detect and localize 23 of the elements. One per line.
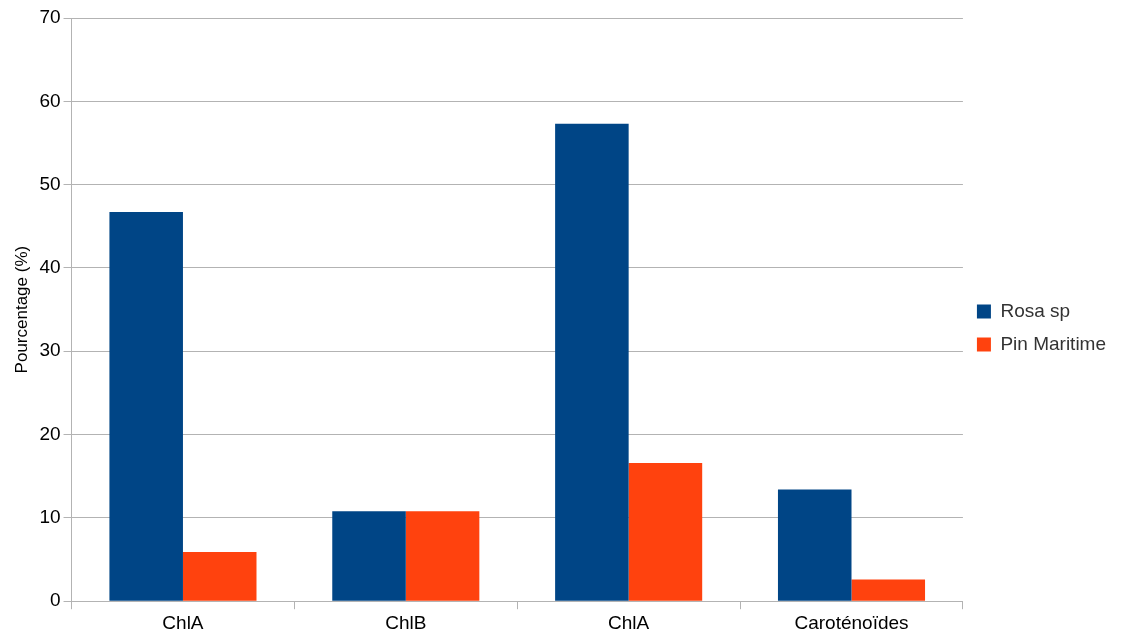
legend-label: Rosa sp: [1000, 299, 1071, 321]
bar: [332, 511, 406, 601]
y-tick-label: 30: [39, 339, 61, 361]
x-tick-label: ChlB: [385, 611, 427, 633]
x-tick-label: ChlA: [162, 611, 204, 633]
bar: [555, 123, 629, 601]
y-tick-label: 0: [49, 589, 61, 611]
legend-label: Pin Maritime: [1000, 332, 1106, 354]
bar: [109, 212, 183, 601]
bar: [851, 579, 926, 601]
bar: [405, 511, 480, 601]
x-tick-label: ChlA: [608, 611, 650, 633]
y-tick-label: 40: [39, 256, 61, 278]
y-tick-label: 10: [39, 506, 61, 528]
bar: [777, 489, 852, 601]
y-tick-label: 70: [39, 6, 61, 28]
y-axis-title: Pourcentage (%): [11, 245, 31, 374]
y-tick-label: 50: [39, 172, 61, 194]
y-tick-label: 60: [39, 89, 61, 111]
y-tick-label: 20: [39, 422, 61, 444]
x-tick-label: Caroténoïdes: [794, 611, 909, 633]
bar: [182, 552, 257, 601]
bar: [628, 462, 703, 601]
